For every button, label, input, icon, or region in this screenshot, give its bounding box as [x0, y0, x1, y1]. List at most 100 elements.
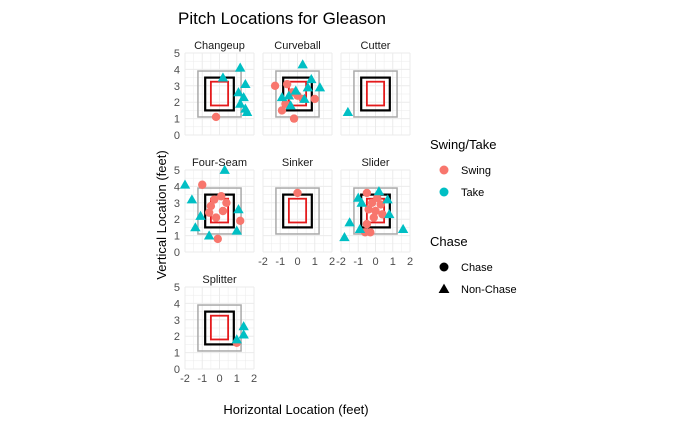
- pitch-point-take-non-chase: [186, 194, 198, 204]
- panel-title-changeup: Changeup: [194, 40, 245, 52]
- y-tick-label: 2: [174, 214, 180, 226]
- x-tick-label: 2: [329, 256, 335, 268]
- y-tick-label: 1: [174, 231, 180, 243]
- x-tick-label: -1: [353, 256, 363, 268]
- legend-label-swing: Swing: [461, 165, 491, 177]
- panel-points: [270, 59, 326, 123]
- heart-zone: [287, 197, 308, 224]
- legend-key-take: [439, 187, 449, 197]
- pitch-point-swing-chase: [204, 208, 214, 217]
- pitch-point-swing-chase: [236, 216, 245, 226]
- strike-zone: [282, 76, 313, 112]
- pitch-point-take-non-chase: [241, 106, 253, 116]
- pitch-point-take-non-chase: [314, 82, 326, 92]
- panel-cutter: Cutter: [340, 40, 411, 136]
- pitch-point-take-non-chase: [397, 223, 409, 233]
- pitch-point-take-non-chase: [195, 210, 206, 220]
- x-tick-label: 0: [294, 256, 300, 268]
- pitch-point-swing-chase: [211, 213, 221, 222]
- pitch-point-swing-chase: [218, 206, 228, 216]
- legend-label-non-chase: Non-Chase: [461, 284, 517, 296]
- pitch-point-take-non-chase: [302, 82, 314, 92]
- y-tick-label: 1: [174, 348, 180, 360]
- panel-title-sinker: Sinker: [282, 157, 314, 169]
- y-tick-label: 5: [174, 282, 180, 294]
- pitch-point-swing-chase: [217, 192, 226, 201]
- panel-slider: Slider -2 -1 0 1 2: [336, 157, 413, 268]
- legend-key-swing: [439, 165, 449, 175]
- panel-title-cutter: Cutter: [361, 40, 391, 52]
- y-tick-label: 4: [174, 64, 180, 76]
- x-tick-label: -2: [336, 256, 346, 268]
- strike-zone: [204, 76, 235, 112]
- y-tick-label: 5: [174, 48, 180, 60]
- x-tick-label: -1: [197, 373, 207, 385]
- panel-grid: [340, 169, 411, 253]
- pitch-point-swing-chase: [376, 200, 385, 209]
- panel-changeup: Changeup 0 1 2 3 4 5: [174, 40, 255, 142]
- pitch-point-swing-chase: [206, 201, 216, 211]
- legend-label-take: Take: [461, 187, 484, 199]
- legend-label-chase: Chase: [461, 262, 493, 274]
- y-tick-label: 3: [174, 81, 180, 93]
- x-tick-label: 0: [372, 256, 378, 268]
- pitch-point-take-non-chase: [339, 232, 350, 242]
- pitch-point-take-non-chase: [231, 334, 242, 344]
- pitch-point-take-non-chase: [354, 223, 366, 233]
- x-tick-label: 1: [234, 373, 240, 385]
- pitch-point-swing-chase: [211, 112, 221, 122]
- pitch-point-take-non-chase: [238, 92, 249, 102]
- pitch-point-take-non-chase: [285, 100, 296, 110]
- strike-zone: [204, 310, 235, 346]
- y-tick-label: 0: [174, 247, 180, 259]
- legend-key-non-chase: [438, 283, 450, 294]
- pitch-point-take-non-chase: [190, 222, 201, 232]
- panel-points: [211, 62, 253, 122]
- x-tick-label: 0: [216, 373, 222, 385]
- pitch-point-take-non-chase: [344, 217, 355, 227]
- y-axis-label: Vertical Location (feet): [154, 150, 169, 279]
- pitch-point-swing-chase: [310, 94, 319, 104]
- strike-zone: [360, 76, 391, 112]
- outer-zone: [353, 70, 398, 118]
- y-tick-label: 3: [174, 315, 180, 327]
- pitch-point-take-non-chase: [203, 230, 215, 240]
- pitch-point-take-non-chase: [238, 321, 249, 331]
- y-tick-label: 3: [174, 198, 180, 210]
- y-tick-label: 5: [174, 165, 180, 177]
- pitch-point-swing-chase: [270, 81, 280, 91]
- x-tick-label: 1: [312, 256, 318, 268]
- y-tick-label: 2: [174, 331, 180, 343]
- panel-points: [231, 321, 249, 347]
- pitch-point-take-non-chase: [219, 164, 230, 174]
- x-tick-label: -2: [258, 256, 268, 268]
- pitch-point-take-non-chase: [283, 90, 295, 100]
- pitch-point-swing-chase: [369, 213, 378, 222]
- panel-grid: [262, 169, 333, 253]
- heart-zone: [209, 314, 230, 341]
- outer-zone: [275, 187, 320, 235]
- pitch-point-swing-chase: [210, 195, 219, 204]
- panel-points: [293, 188, 302, 198]
- pitch-point-swing-chase: [362, 188, 372, 198]
- y-tick-label: 0: [174, 130, 180, 142]
- pitch-point-swing-chase: [213, 234, 222, 244]
- heart-zone: [209, 80, 230, 107]
- pitch-point-take-non-chase: [306, 74, 317, 84]
- panel-curveball: Curveball: [262, 40, 333, 136]
- panel-title-curveball: Curveball: [274, 40, 320, 52]
- pitch-point-swing-chase: [367, 198, 377, 207]
- y-tick-label: 2: [174, 97, 180, 109]
- y-tick-label: 4: [174, 181, 180, 193]
- legend-shape-title: Chase: [430, 234, 468, 249]
- pitch-point-take-non-chase: [240, 78, 251, 89]
- pitch-point-take-non-chase: [356, 197, 367, 207]
- pitch-point-swing-chase: [362, 219, 372, 229]
- x-tick-label: 2: [407, 256, 413, 268]
- pitch-point-take-non-chase: [179, 179, 191, 189]
- legend-key-chase: [439, 262, 449, 272]
- x-tick-label: -2: [180, 373, 190, 385]
